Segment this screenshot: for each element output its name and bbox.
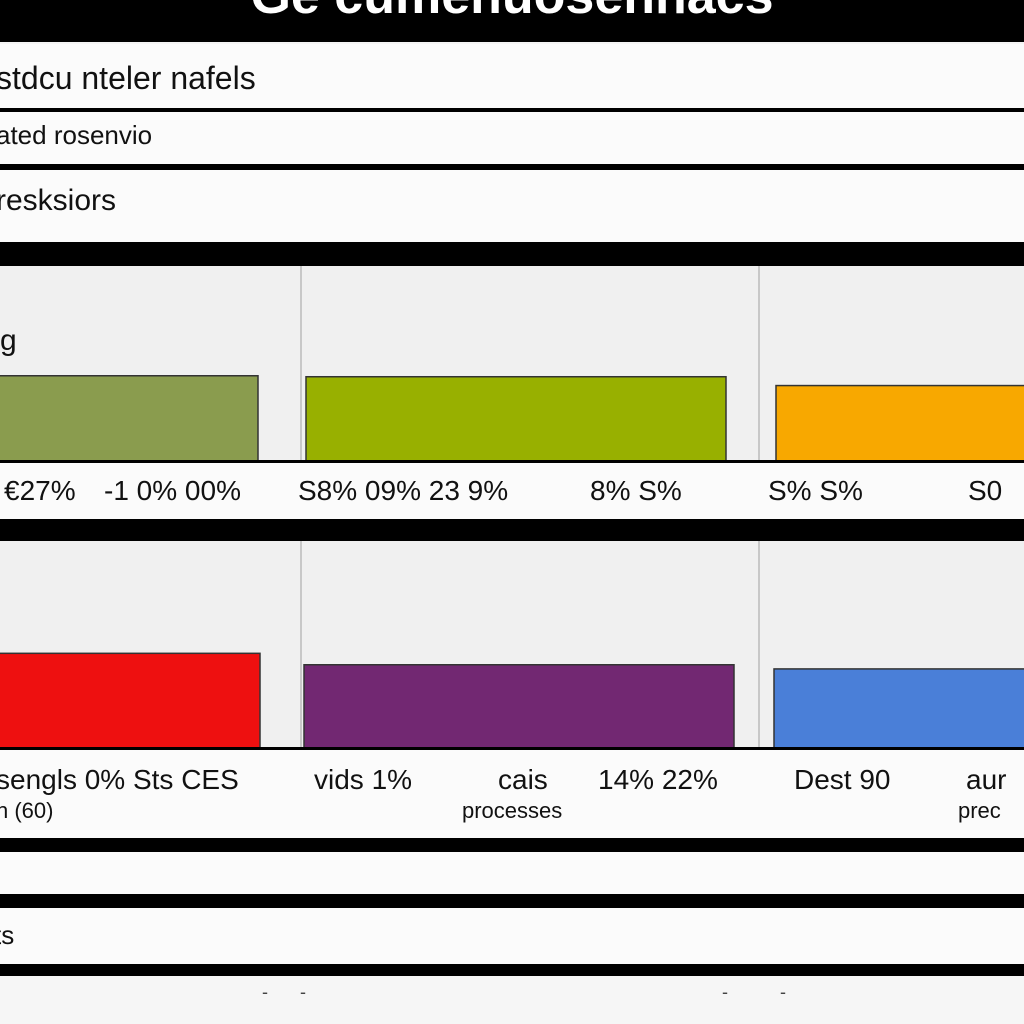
divider-4: [0, 519, 1024, 541]
chart-top-plot: g: [0, 266, 1024, 462]
divider-5: [0, 838, 1024, 852]
bar: [305, 375, 727, 462]
gridline: [300, 541, 302, 749]
gridline: [758, 266, 760, 462]
bar: [0, 375, 259, 462]
gridline: [758, 541, 760, 749]
axis-line-top: [0, 460, 1024, 463]
chart-title: Ge cumenuosenhacs: [0, 0, 1024, 18]
row-label-3: resksiors: [0, 184, 117, 217]
bar: [775, 384, 1024, 462]
bar: [0, 652, 261, 749]
data-label: 14% 22%: [598, 764, 718, 795]
data-label: €27%: [4, 475, 76, 506]
divider-2: [0, 164, 1024, 170]
bar: [773, 668, 1024, 749]
bar: [303, 664, 735, 749]
data-label: sengls 0% Sts CES: [0, 764, 239, 795]
data-label: S0: [968, 475, 1003, 506]
data-label: h (60): [0, 798, 54, 823]
data-label: Dest 90: [794, 764, 891, 795]
row-panel-1: stdcu nteler nafels: [0, 44, 1024, 108]
chart-bottom-plot: [0, 541, 1024, 749]
row-panel-2: ated rosenvio: [0, 112, 1024, 164]
data-label: -1 0% 00%: [104, 475, 241, 506]
data-label: prec: [958, 798, 1001, 823]
chart-top-bars: [0, 375, 1024, 462]
tick-mark: -: [262, 982, 268, 1002]
footer-panel-1: [0, 852, 1024, 894]
footer-panel-2: ts: [0, 908, 1024, 964]
divider-6: [0, 894, 1024, 908]
divider-1: [0, 108, 1024, 112]
footer-label-2: ts: [0, 920, 15, 950]
header-band: Ge cumenuosenhacs: [0, 0, 1024, 42]
divider-3: [0, 242, 1024, 266]
data-label: S% S%: [768, 475, 863, 506]
row-label-2: ated rosenvio: [0, 120, 153, 150]
data-label: S8% 09% 23 9%: [298, 475, 509, 506]
bottom-margin: - - - -: [0, 976, 1024, 1024]
chart-bottom-labels: sengls 0% Sts CES h (60) vids 1% cais pr…: [0, 750, 1024, 838]
tick-mark: -: [780, 982, 786, 1002]
tick-mark: -: [722, 982, 728, 1002]
tick-mark: -: [300, 982, 306, 1002]
data-label: cais: [498, 764, 548, 795]
axis-line-bottom: [0, 747, 1024, 750]
data-label: 8% S%: [590, 475, 682, 506]
chart-bottom-bars: [0, 652, 1024, 749]
row-panel-3: resksiors: [0, 170, 1024, 242]
chart-top-labels: €27% -1 0% 00% S8% 09% 23 9% 8% S% S% S%…: [0, 463, 1024, 519]
gridline: [300, 266, 302, 462]
axis-tick-label: g: [0, 324, 17, 357]
data-label: vids 1%: [314, 764, 413, 795]
row-label-1: stdcu nteler nafels: [0, 60, 256, 96]
data-label: processes: [462, 798, 563, 823]
divider-7: [0, 964, 1024, 976]
data-label: aur: [966, 764, 1007, 795]
